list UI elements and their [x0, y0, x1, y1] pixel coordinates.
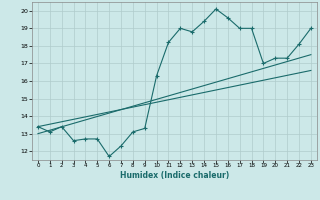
X-axis label: Humidex (Indice chaleur): Humidex (Indice chaleur) [120, 171, 229, 180]
